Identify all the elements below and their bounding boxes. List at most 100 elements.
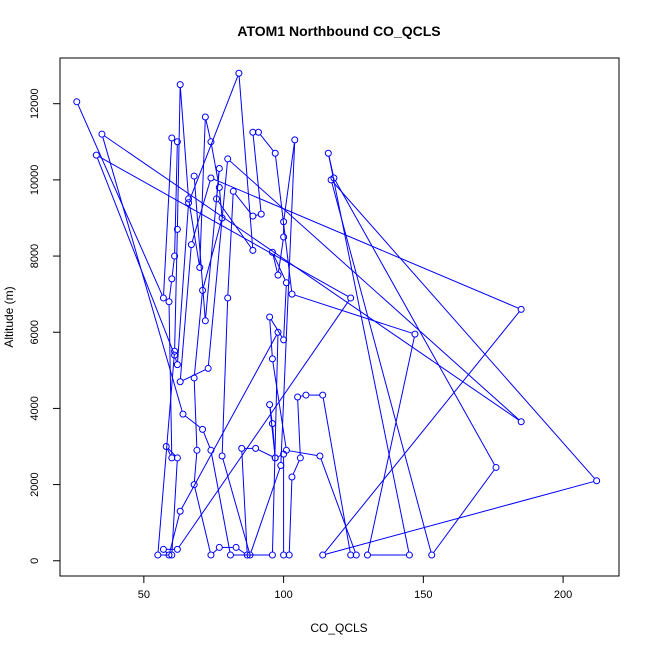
- series-segment: [238, 548, 246, 554]
- data-point: [257, 210, 265, 218]
- series-segment: [203, 431, 211, 448]
- series-segment: [210, 144, 220, 185]
- series-segment: [168, 281, 172, 299]
- series-segment: [283, 285, 287, 337]
- chart-title: ATOM1 Northbound CO_QCLS: [237, 23, 440, 39]
- data-point: [173, 138, 181, 146]
- data-point: [352, 551, 360, 559]
- y-tick-label: 6000: [29, 320, 41, 344]
- series-segment: [178, 300, 350, 548]
- series-segment: [328, 156, 334, 176]
- data-point: [405, 551, 413, 559]
- data-point: [492, 463, 500, 471]
- data-point: [302, 391, 310, 399]
- data-point: [294, 393, 302, 401]
- data-point: [215, 164, 223, 172]
- data-point: [288, 473, 296, 481]
- data-point: [271, 149, 279, 157]
- series-segment: [77, 104, 163, 296]
- series-segment: [289, 450, 318, 457]
- series-segment: [98, 156, 349, 297]
- data-point: [266, 313, 274, 321]
- data-point: [173, 361, 181, 369]
- data-point: [226, 551, 234, 559]
- series-segment: [250, 468, 281, 553]
- data-point: [176, 378, 184, 386]
- data-point: [201, 113, 209, 121]
- series-segment: [294, 294, 413, 334]
- data-point: [201, 317, 209, 325]
- series-segment: [271, 335, 279, 553]
- data-point: [176, 507, 184, 515]
- data-point: [327, 176, 335, 184]
- data-point: [154, 551, 162, 559]
- data-point: [285, 551, 293, 559]
- data-point: [517, 305, 525, 313]
- data-point: [185, 199, 193, 207]
- data-point: [296, 454, 304, 462]
- series-segment: [272, 361, 287, 448]
- series-segment: [252, 135, 262, 212]
- series-segment: [241, 451, 248, 553]
- series-segment: [199, 120, 206, 265]
- series-segment: [174, 232, 178, 349]
- data-point: [235, 69, 243, 77]
- series-segment: [324, 311, 520, 554]
- data-point: [246, 551, 254, 559]
- data-series: [73, 69, 601, 559]
- data-point: [229, 187, 237, 195]
- data-point: [193, 446, 201, 454]
- data-point: [199, 425, 207, 433]
- data-point: [268, 248, 276, 256]
- series-segment: [275, 156, 293, 292]
- data-point: [207, 174, 215, 182]
- series-segment: [277, 239, 284, 273]
- data-point: [319, 551, 327, 559]
- series-segment: [193, 293, 203, 376]
- series-segment: [219, 190, 223, 216]
- data-point: [190, 374, 198, 382]
- data-point: [238, 444, 246, 452]
- series-segment: [433, 469, 495, 553]
- y-tick-label: 2000: [29, 472, 41, 496]
- data-point: [98, 130, 106, 138]
- series-segment: [277, 454, 282, 458]
- data-point: [215, 543, 223, 551]
- series-segment: [191, 180, 211, 242]
- data-point: [173, 545, 181, 553]
- series-segment: [163, 140, 173, 295]
- data-point: [168, 134, 176, 142]
- data-point: [159, 545, 167, 553]
- series-segment: [179, 87, 189, 196]
- series-segment: [212, 549, 218, 554]
- y-tick-label: 8000: [29, 244, 41, 268]
- series-segment: [269, 319, 273, 356]
- data-point: [291, 136, 299, 144]
- data-point: [168, 275, 176, 283]
- data-point: [282, 446, 290, 454]
- data-point: [199, 286, 207, 294]
- data-point: [280, 336, 288, 344]
- data-point: [347, 294, 355, 302]
- data-point: [171, 347, 179, 355]
- series-segment: [205, 171, 220, 318]
- data-point: [215, 184, 223, 191]
- series-segment: [227, 194, 234, 295]
- series-segment: [176, 87, 181, 227]
- data-point: [316, 452, 324, 460]
- data-point: [179, 410, 187, 418]
- data-point: [190, 481, 198, 489]
- data-point: [249, 246, 257, 254]
- series-segment: [193, 453, 198, 482]
- data-point: [324, 149, 332, 157]
- y-axis: 0 2000 4000 6000 8000 10000 12000: [29, 88, 61, 564]
- series-segment: [283, 142, 295, 219]
- data-point: [173, 454, 181, 462]
- series-segment: [272, 255, 278, 273]
- data-point: [249, 212, 257, 220]
- data-point: [319, 391, 327, 399]
- series-segment: [193, 380, 198, 448]
- series-segment: [179, 247, 192, 379]
- series-segment: [234, 193, 252, 215]
- series-segment: [169, 514, 180, 553]
